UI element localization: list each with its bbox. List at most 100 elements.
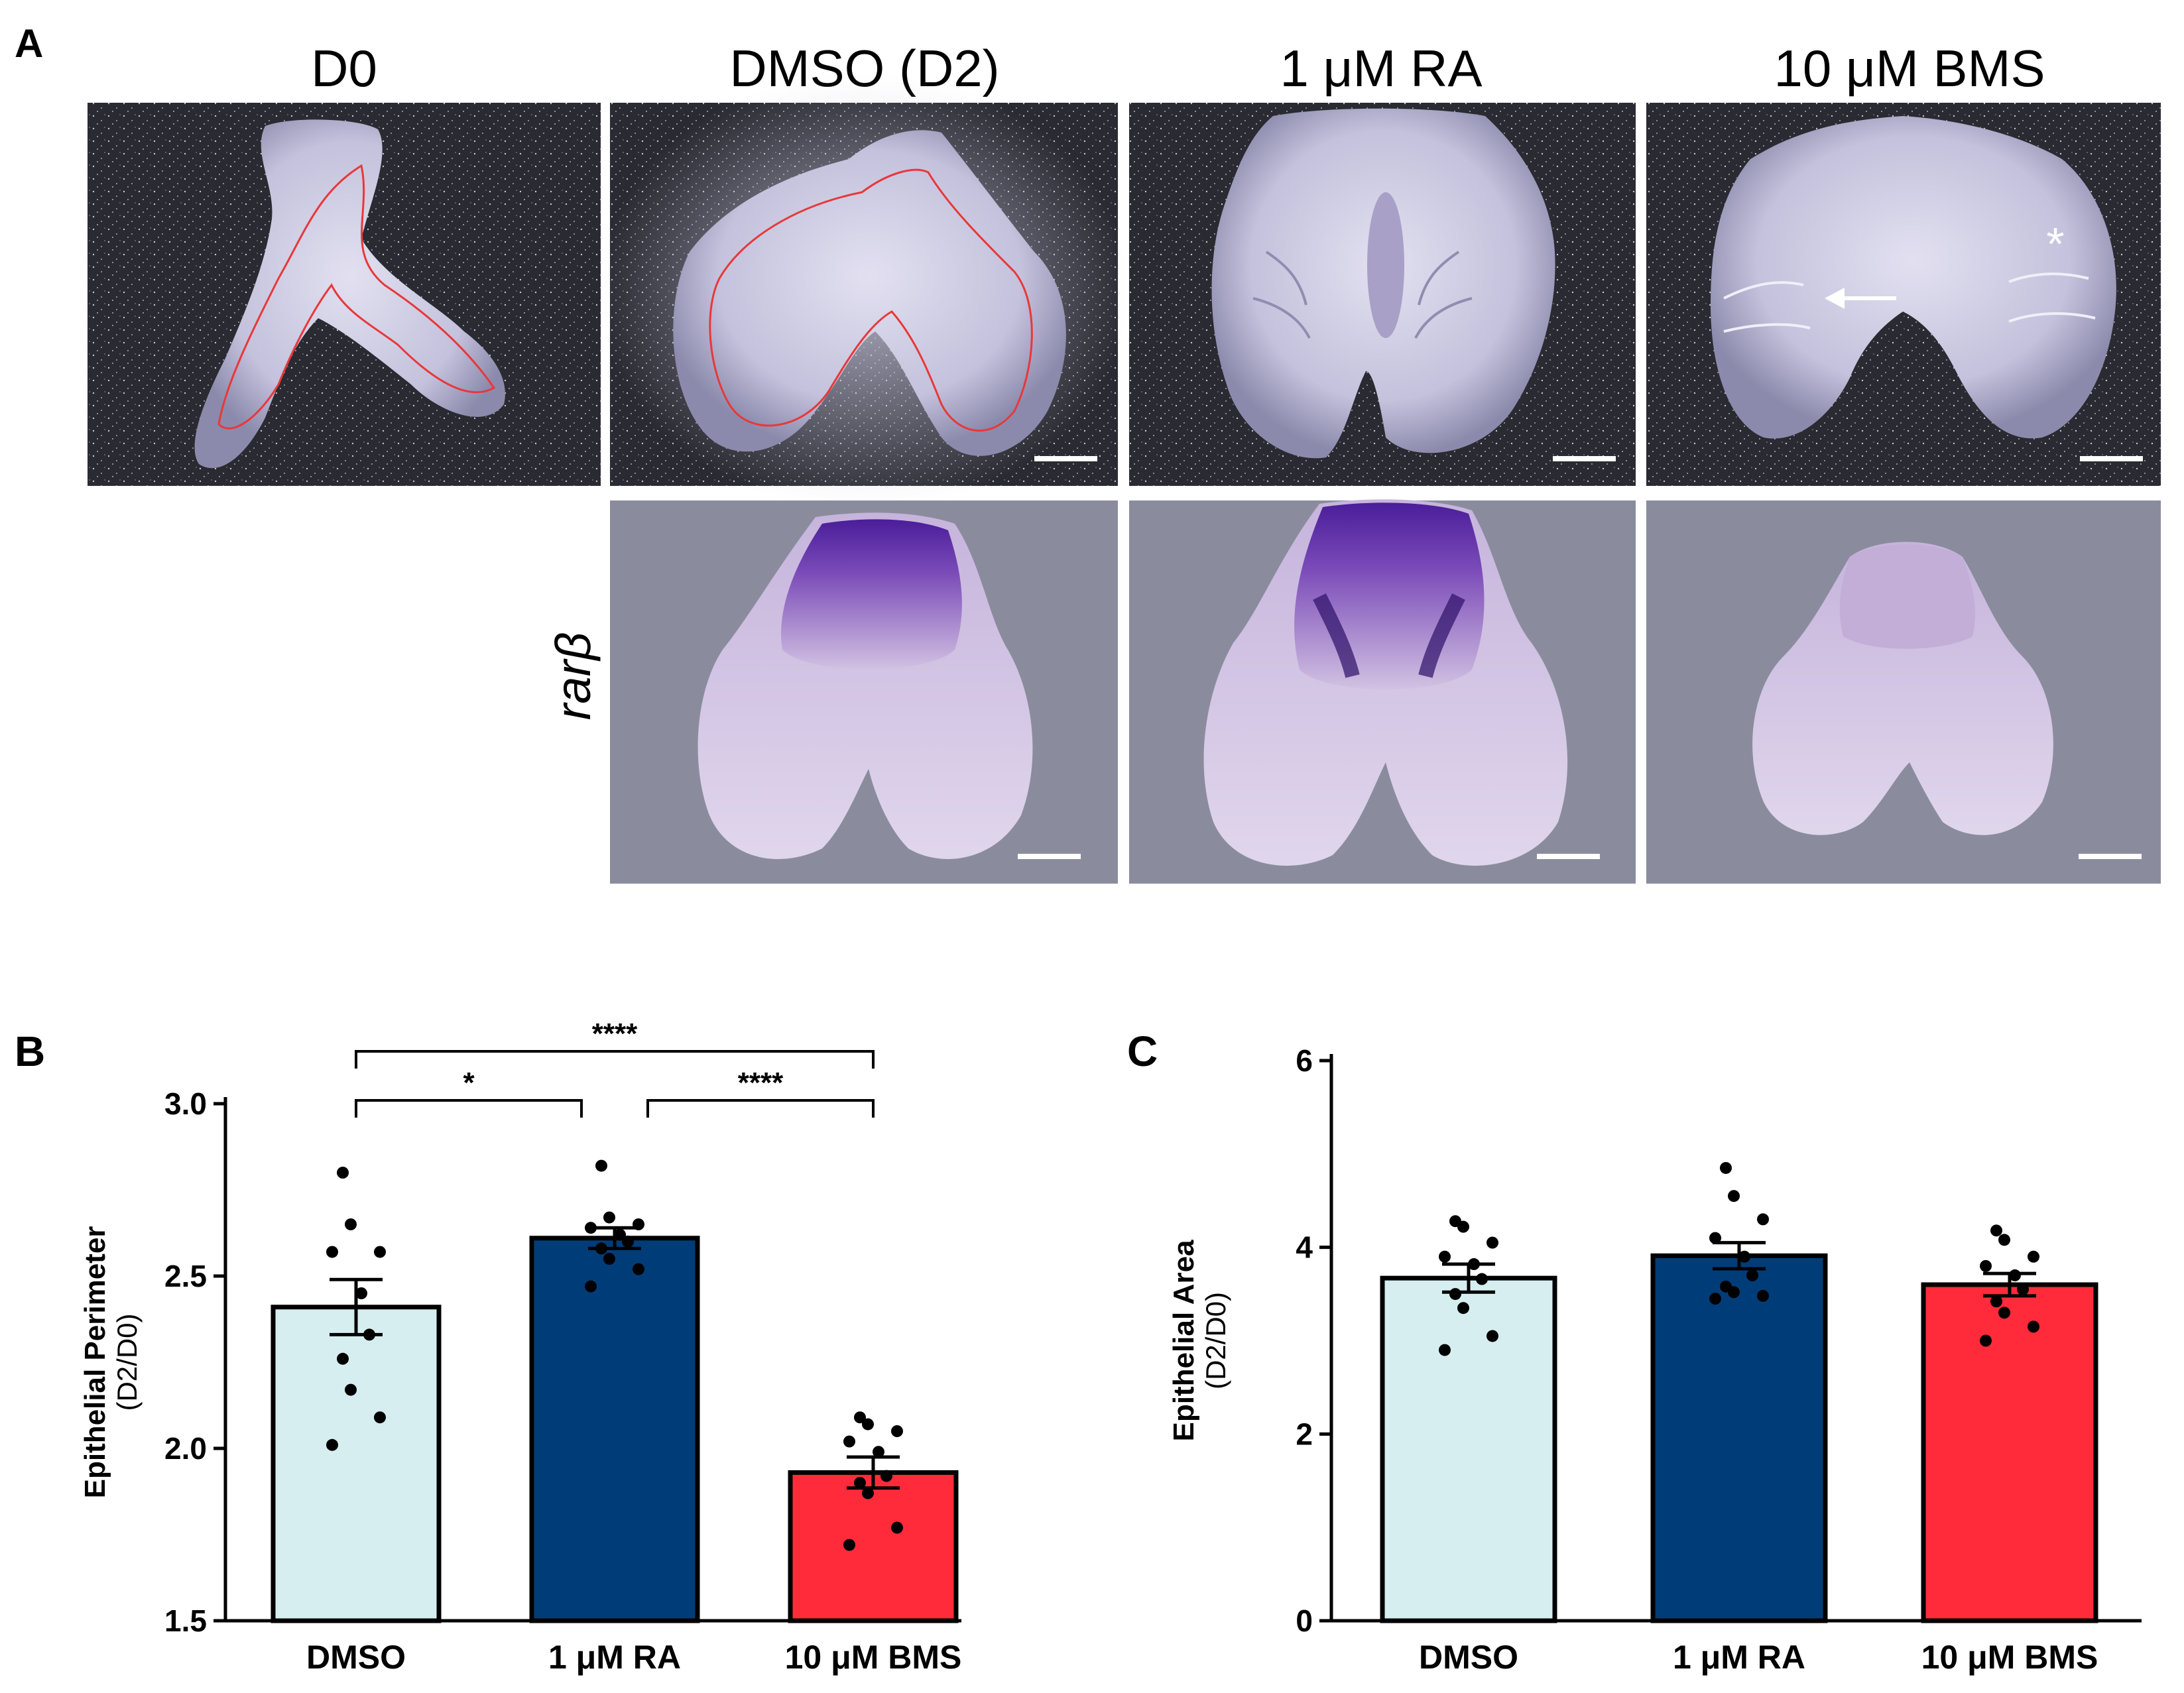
bar bbox=[529, 1236, 700, 1623]
asterisk-marker: * bbox=[2046, 218, 2064, 270]
data-point bbox=[854, 1477, 866, 1489]
bar bbox=[271, 1305, 442, 1623]
data-point bbox=[1439, 1344, 1451, 1356]
data-point bbox=[614, 1228, 626, 1241]
data-point bbox=[1720, 1161, 1732, 1174]
y-axis-sublabel: (D2/D0) bbox=[111, 1313, 143, 1411]
column-title-d0: D0 bbox=[311, 39, 377, 97]
column-title-ra: 1 μM RA bbox=[1280, 39, 1483, 97]
data-point bbox=[337, 1167, 349, 1179]
data-point bbox=[345, 1383, 357, 1396]
data-point bbox=[854, 1411, 866, 1424]
y-tick-label: 2.5 bbox=[164, 1259, 207, 1293]
y-tick-label: 3.0 bbox=[164, 1086, 207, 1121]
data-point bbox=[1476, 1273, 1488, 1285]
micrograph-dmso-d2 bbox=[599, 73, 1129, 510]
insitu-bms bbox=[1646, 500, 2161, 884]
bar bbox=[1650, 1253, 1828, 1623]
insitu-dmso bbox=[610, 500, 1118, 884]
micrograph-d0 bbox=[88, 103, 601, 486]
data-point bbox=[345, 1218, 357, 1230]
data-point bbox=[1738, 1250, 1750, 1263]
chart-c: 0 2 4 6 Epithelial Area (D2/D0) DMSO 1 μM RA 10 … bbox=[1168, 1043, 2142, 1676]
column-title-bms: 10 μM BMS bbox=[1774, 39, 2045, 97]
data-point bbox=[1728, 1190, 1740, 1202]
bar bbox=[1921, 1282, 2098, 1623]
data-point bbox=[873, 1446, 884, 1458]
data-point bbox=[1457, 1302, 1469, 1314]
data-point bbox=[1990, 1224, 2002, 1237]
y-tick-label: 6 bbox=[1296, 1043, 1313, 1078]
data-point bbox=[1990, 1295, 2002, 1308]
data-point bbox=[1486, 1236, 1498, 1249]
chart-b: 1.5 2.0 2.5 3.0 Epithelial Perimeter (D2/D0) D… bbox=[79, 1018, 961, 1676]
data-point bbox=[2028, 1320, 2039, 1333]
scale-bar bbox=[1537, 854, 1600, 859]
data-point bbox=[603, 1211, 615, 1224]
significance-bracket bbox=[646, 1099, 875, 1118]
data-point bbox=[595, 1242, 607, 1255]
significance-label: **** bbox=[592, 1018, 638, 1050]
data-point bbox=[337, 1352, 349, 1365]
scale-bar bbox=[1018, 854, 1081, 859]
data-point bbox=[595, 1159, 607, 1172]
panel-label-b: B bbox=[15, 1027, 45, 1075]
data-point bbox=[843, 1539, 855, 1551]
x-tick-label: DMSO bbox=[306, 1639, 406, 1676]
micrograph-bms: * bbox=[1646, 103, 2161, 486]
data-point bbox=[1486, 1330, 1498, 1342]
data-point bbox=[585, 1280, 597, 1293]
data-point bbox=[891, 1425, 903, 1437]
row-label-rarb: rarβ bbox=[546, 632, 601, 721]
bar bbox=[788, 1470, 959, 1623]
x-tick-label: DMSO bbox=[1419, 1639, 1518, 1676]
data-point bbox=[1757, 1289, 1769, 1302]
data-point bbox=[2028, 1250, 2039, 1263]
data-point bbox=[1757, 1213, 1769, 1226]
micrograph-ra bbox=[1129, 103, 1636, 486]
data-point bbox=[891, 1521, 903, 1534]
data-point bbox=[1998, 1307, 2010, 1319]
y-axis-label: Epithelial Perimeter bbox=[79, 1226, 111, 1499]
epithelium-outline bbox=[709, 168, 1033, 432]
panel-label-a: A bbox=[15, 21, 43, 66]
data-point bbox=[862, 1418, 874, 1430]
significance-bracket bbox=[355, 1099, 583, 1118]
data-point bbox=[843, 1435, 855, 1448]
y-axis-label: Epithelial Area bbox=[1168, 1240, 1200, 1442]
data-point bbox=[1709, 1232, 1721, 1244]
data-point bbox=[2017, 1283, 2029, 1296]
panel-label-c: C bbox=[1127, 1027, 1158, 1075]
data-point bbox=[633, 1263, 644, 1275]
bar bbox=[1380, 1275, 1557, 1623]
data-point bbox=[1998, 1234, 2010, 1246]
data-point bbox=[585, 1222, 597, 1234]
data-point bbox=[326, 1246, 338, 1258]
significance-label: * bbox=[463, 1067, 475, 1099]
data-point bbox=[355, 1287, 367, 1299]
epithelium-outline bbox=[217, 164, 496, 430]
data-point bbox=[603, 1253, 615, 1265]
data-point bbox=[880, 1470, 892, 1482]
data-point bbox=[1468, 1258, 1480, 1271]
data-point bbox=[1449, 1288, 1461, 1301]
x-tick-label: 10 μM BMS bbox=[1921, 1639, 2098, 1676]
scale-bar bbox=[2080, 456, 2143, 461]
data-point bbox=[2009, 1269, 2021, 1281]
x-tick-label: 10 μM BMS bbox=[785, 1639, 962, 1676]
scale-bar bbox=[1553, 456, 1616, 461]
data-point bbox=[1728, 1286, 1740, 1299]
data-point bbox=[374, 1246, 386, 1258]
data-point bbox=[363, 1328, 375, 1341]
y-axis-sublabel: (D2/D0) bbox=[1200, 1292, 1231, 1389]
data-point bbox=[326, 1438, 338, 1451]
data-point bbox=[862, 1487, 874, 1499]
data-point bbox=[1980, 1334, 1992, 1347]
data-point bbox=[1439, 1250, 1451, 1263]
x-tick-label: 1 μM RA bbox=[1673, 1639, 1805, 1676]
data-point bbox=[1709, 1293, 1721, 1305]
y-tick-label: 2.0 bbox=[164, 1431, 207, 1466]
data-point bbox=[1457, 1220, 1469, 1233]
data-point bbox=[633, 1218, 644, 1230]
